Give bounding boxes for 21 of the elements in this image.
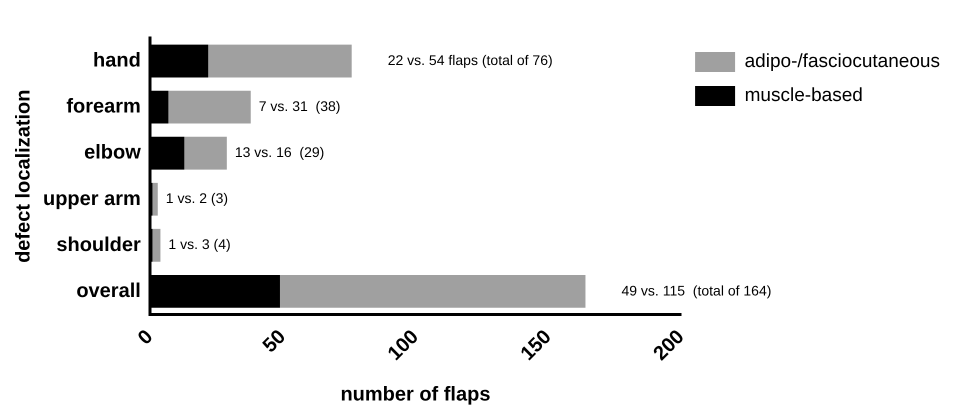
annotation: 49 vs. 115 (total of 164) <box>621 282 772 298</box>
x-tick-label: 0 <box>134 326 158 350</box>
legend-label: muscle-based <box>744 85 863 106</box>
legend-label: adipo-/fasciocutaneous <box>744 51 940 72</box>
y-tick-label: hand <box>93 50 141 72</box>
x-tick-label: 150 <box>516 326 556 365</box>
annotation: 22 vs. 54 flaps (total of 76) <box>388 52 553 68</box>
annotation: 1 vs. 3 (4) <box>168 236 231 252</box>
y-axis-title: defect localization <box>12 90 35 263</box>
annotation: 13 vs. 16 (29) <box>234 144 324 160</box>
y-tick-label: elbow <box>84 142 142 164</box>
annotation: 7 vs. 31 (38) <box>258 98 340 114</box>
x-tick-label: 100 <box>384 326 423 365</box>
x-axis-title: number of flaps <box>340 384 490 406</box>
x-tick-label: 50 <box>258 326 290 358</box>
annotation: 1 vs. 2 (3) <box>166 190 228 206</box>
y-tick-label: shoulder <box>56 234 142 256</box>
y-tick-label: forearm <box>66 96 141 118</box>
y-tick-label: overall <box>76 280 141 302</box>
x-tick-label: 200 <box>649 326 689 365</box>
y-tick-label: upper arm <box>42 188 141 210</box>
